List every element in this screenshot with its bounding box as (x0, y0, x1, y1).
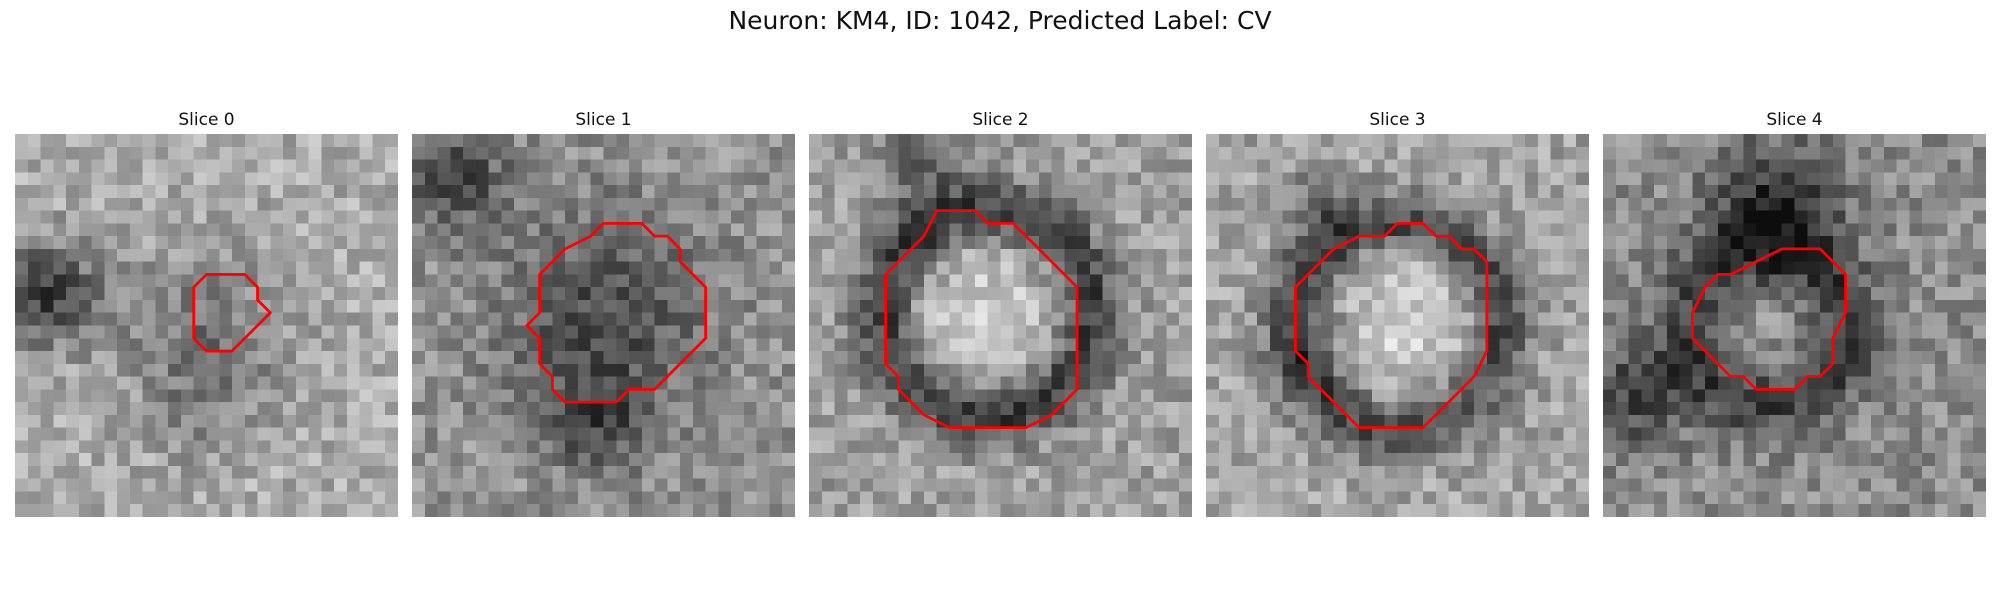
contour-outline (1293, 221, 1489, 430)
contour-outline (525, 221, 708, 404)
contour-outline (192, 273, 272, 353)
slice-image (809, 134, 1192, 517)
slice-label: Slice 1 (575, 110, 632, 130)
slice-panel-1: Slice 1 (412, 108, 795, 517)
slice-panel-3: Slice 3 (1206, 108, 1589, 517)
slice-panel-4: Slice 4 (1603, 108, 1986, 517)
slice-image (1603, 134, 1986, 517)
slice-label: Slice 3 (1369, 110, 1426, 130)
slice-label: Slice 4 (1766, 110, 1823, 130)
slice-image (15, 134, 398, 517)
slice-image (1206, 134, 1589, 517)
contour-outline (884, 209, 1079, 430)
slice-panel-0: Slice 0 (15, 108, 398, 517)
figure-title: Neuron: KM4, ID: 1042, Predicted Label: … (728, 6, 1272, 35)
slice-panel-2: Slice 2 (809, 108, 1192, 517)
slice-label: Slice 0 (178, 110, 235, 130)
slice-image (412, 134, 795, 517)
slice-label: Slice 2 (972, 110, 1029, 130)
contour-outline (1690, 247, 1847, 391)
